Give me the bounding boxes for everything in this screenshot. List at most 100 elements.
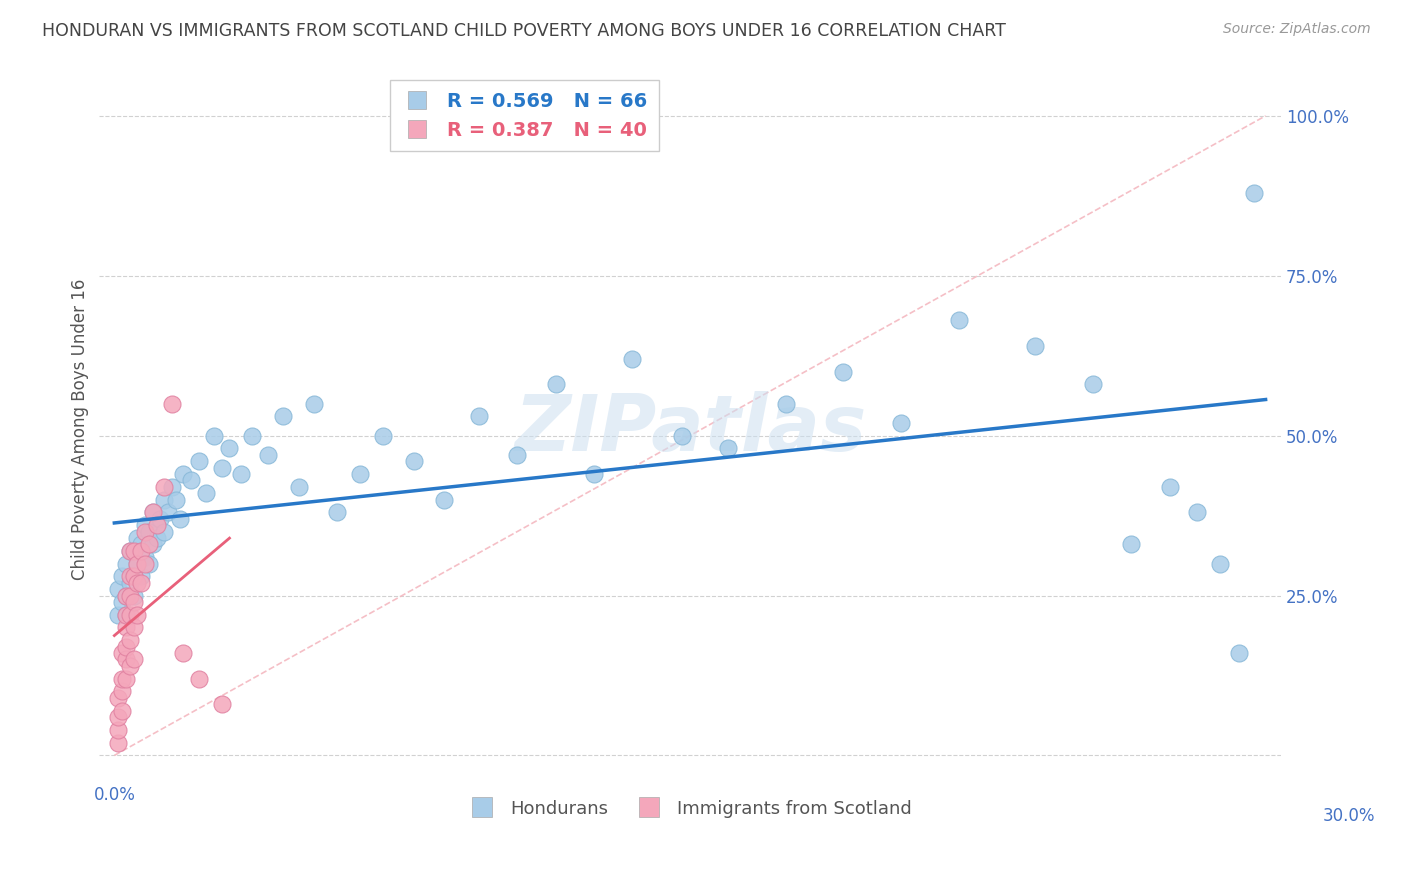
Point: [187, 454, 209, 468]
Point: [122, 595, 145, 609]
Point: [256, 448, 278, 462]
Point: [118, 589, 141, 603]
Point: [1121, 537, 1143, 551]
Point: [402, 454, 425, 468]
Point: [287, 480, 309, 494]
Point: [506, 448, 529, 462]
Point: [115, 652, 138, 666]
Point: [115, 589, 138, 603]
Point: [134, 524, 156, 539]
Point: [111, 569, 134, 583]
Point: [122, 569, 145, 583]
Point: [583, 467, 606, 481]
Legend: Hondurans, Immigrants from Scotland: Hondurans, Immigrants from Scotland: [461, 792, 918, 825]
Point: [948, 313, 970, 327]
Point: [129, 537, 152, 551]
Point: [138, 537, 160, 551]
Point: [172, 467, 194, 481]
Point: [118, 658, 141, 673]
Point: [127, 607, 149, 622]
Point: [115, 607, 138, 622]
Text: 30.0%: 30.0%: [1323, 807, 1375, 825]
Point: [115, 672, 138, 686]
Point: [111, 684, 134, 698]
Point: [134, 518, 156, 533]
Point: [118, 607, 141, 622]
Text: HONDURAN VS IMMIGRANTS FROM SCOTLAND CHILD POVERTY AMONG BOYS UNDER 16 CORRELATI: HONDURAN VS IMMIGRANTS FROM SCOTLAND CHI…: [42, 22, 1007, 40]
Point: [127, 557, 149, 571]
Point: [138, 524, 160, 539]
Point: [107, 736, 129, 750]
Point: [1159, 480, 1181, 494]
Point: [142, 505, 165, 519]
Point: [302, 397, 325, 411]
Point: [832, 365, 855, 379]
Point: [180, 474, 202, 488]
Point: [122, 543, 145, 558]
Point: [1208, 557, 1230, 571]
Point: [142, 505, 165, 519]
Point: [371, 428, 394, 442]
Point: [107, 710, 129, 724]
Point: [169, 512, 191, 526]
Point: [211, 460, 233, 475]
Point: [468, 409, 491, 424]
Point: [138, 557, 160, 571]
Point: [115, 640, 138, 654]
Point: [111, 704, 134, 718]
Point: [129, 569, 152, 583]
Point: [127, 575, 149, 590]
Point: [153, 492, 176, 507]
Point: [195, 486, 218, 500]
Point: [129, 575, 152, 590]
Point: [229, 467, 252, 481]
Point: [621, 351, 644, 366]
Point: [107, 607, 129, 622]
Point: [153, 480, 176, 494]
Point: [107, 582, 129, 596]
Text: Source: ZipAtlas.com: Source: ZipAtlas.com: [1223, 22, 1371, 37]
Point: [145, 518, 167, 533]
Point: [544, 377, 567, 392]
Point: [118, 569, 141, 583]
Point: [890, 416, 912, 430]
Point: [115, 607, 138, 622]
Point: [129, 543, 152, 558]
Point: [122, 589, 145, 603]
Point: [118, 543, 141, 558]
Point: [127, 531, 149, 545]
Point: [775, 397, 797, 411]
Point: [122, 569, 145, 583]
Point: [111, 672, 134, 686]
Point: [118, 575, 141, 590]
Point: [115, 620, 138, 634]
Point: [433, 492, 456, 507]
Point: [142, 537, 165, 551]
Point: [122, 652, 145, 666]
Point: [211, 698, 233, 712]
Point: [134, 550, 156, 565]
Point: [187, 672, 209, 686]
Point: [127, 557, 149, 571]
Point: [160, 397, 183, 411]
Point: [1024, 339, 1046, 353]
Point: [115, 589, 138, 603]
Point: [717, 442, 740, 456]
Point: [165, 492, 187, 507]
Point: [107, 690, 129, 705]
Point: [326, 505, 349, 519]
Y-axis label: Child Poverty Among Boys Under 16: Child Poverty Among Boys Under 16: [72, 278, 89, 580]
Point: [671, 428, 693, 442]
Point: [115, 557, 138, 571]
Point: [111, 595, 134, 609]
Point: [1243, 186, 1265, 200]
Point: [118, 543, 141, 558]
Point: [122, 620, 145, 634]
Point: [160, 480, 183, 494]
Point: [172, 646, 194, 660]
Point: [1081, 377, 1104, 392]
Point: [271, 409, 294, 424]
Point: [1185, 505, 1208, 519]
Point: [134, 557, 156, 571]
Point: [111, 646, 134, 660]
